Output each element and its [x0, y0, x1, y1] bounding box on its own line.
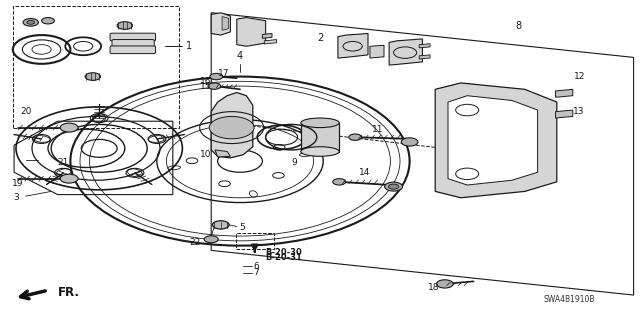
- Polygon shape: [211, 93, 253, 158]
- Polygon shape: [448, 96, 538, 185]
- Ellipse shape: [301, 147, 339, 156]
- Circle shape: [42, 18, 54, 24]
- Text: 2: 2: [317, 33, 323, 43]
- Text: 5: 5: [239, 223, 244, 232]
- Circle shape: [186, 158, 198, 164]
- Text: 22: 22: [189, 238, 201, 247]
- Text: 16: 16: [200, 77, 212, 86]
- Text: 18: 18: [428, 283, 440, 292]
- Polygon shape: [556, 110, 573, 118]
- Text: 6: 6: [253, 262, 259, 271]
- Text: 11: 11: [372, 125, 383, 134]
- Polygon shape: [370, 45, 384, 58]
- Text: 20: 20: [20, 107, 31, 116]
- Circle shape: [273, 173, 284, 178]
- Text: 17: 17: [218, 69, 230, 78]
- Text: B-20-30: B-20-30: [266, 248, 302, 256]
- Polygon shape: [419, 44, 430, 48]
- Polygon shape: [222, 17, 228, 30]
- Polygon shape: [301, 123, 339, 152]
- Circle shape: [27, 20, 35, 24]
- Circle shape: [85, 73, 100, 80]
- Circle shape: [436, 280, 453, 288]
- Circle shape: [23, 19, 38, 26]
- Circle shape: [212, 221, 229, 229]
- Text: 8: 8: [515, 20, 522, 31]
- Text: 1: 1: [186, 41, 192, 51]
- Text: 9: 9: [292, 158, 297, 167]
- Text: 7: 7: [253, 268, 259, 277]
- Text: SWA4B1910B: SWA4B1910B: [544, 295, 595, 304]
- Circle shape: [385, 182, 403, 191]
- Circle shape: [219, 181, 230, 187]
- Text: 4: 4: [237, 51, 243, 61]
- FancyBboxPatch shape: [110, 46, 156, 54]
- Circle shape: [209, 116, 254, 139]
- Polygon shape: [419, 55, 430, 59]
- Text: B-20-31: B-20-31: [266, 253, 303, 262]
- Text: 21: 21: [57, 158, 68, 167]
- Circle shape: [208, 83, 221, 89]
- Circle shape: [60, 123, 78, 132]
- Circle shape: [273, 145, 285, 150]
- Polygon shape: [211, 13, 230, 35]
- Text: 12: 12: [573, 72, 585, 81]
- Text: 19: 19: [12, 179, 24, 188]
- Circle shape: [204, 236, 218, 243]
- Polygon shape: [237, 18, 266, 46]
- Polygon shape: [435, 83, 557, 198]
- Circle shape: [210, 73, 223, 80]
- FancyBboxPatch shape: [112, 40, 154, 47]
- Circle shape: [401, 138, 418, 146]
- Text: FR.: FR.: [58, 286, 79, 299]
- Circle shape: [333, 179, 346, 185]
- Ellipse shape: [301, 118, 339, 128]
- Polygon shape: [262, 33, 272, 38]
- Circle shape: [117, 22, 132, 29]
- Text: 3: 3: [13, 193, 19, 202]
- Circle shape: [388, 184, 399, 189]
- Text: 13: 13: [573, 107, 585, 116]
- Text: 10: 10: [200, 150, 212, 159]
- Circle shape: [349, 134, 362, 140]
- Polygon shape: [556, 89, 573, 97]
- Polygon shape: [215, 150, 230, 157]
- Polygon shape: [389, 39, 422, 65]
- Circle shape: [220, 135, 232, 141]
- Text: 14: 14: [359, 168, 371, 177]
- Polygon shape: [338, 33, 368, 58]
- FancyBboxPatch shape: [110, 33, 156, 41]
- Polygon shape: [264, 40, 276, 44]
- Text: 15: 15: [200, 82, 212, 91]
- Circle shape: [60, 174, 78, 183]
